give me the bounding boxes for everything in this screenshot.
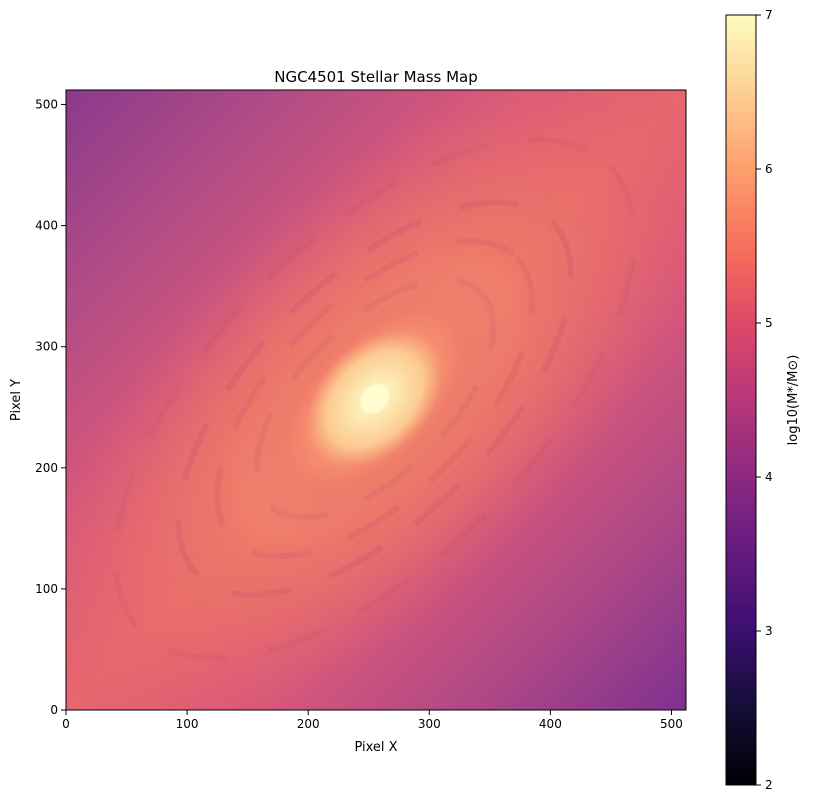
dust-lane [253,277,497,521]
y-tick-label: 400 [35,219,58,233]
x-tick-label: 400 [539,717,562,731]
x-tick-label: 300 [418,717,441,731]
x-tick-label: 100 [176,717,199,731]
x-axis-label: Pixel X [354,740,397,755]
dust-lane [214,238,536,560]
colorbar-tick-label: 7 [765,8,773,22]
x-tick-label: 500 [660,717,683,731]
y-tick-label: 300 [35,340,58,354]
colorbar [725,14,757,786]
y-axis-label: Pixel Y [9,379,24,421]
colorbar-tick-label: 4 [765,470,773,484]
colorbar-label: log10(M*/M⊙) [786,355,801,446]
y-tick-label: 500 [35,98,58,112]
colorbar-tick-label: 2 [765,778,773,792]
y-tick-label: 100 [35,582,58,596]
colorbar-tick-label: 6 [765,162,773,176]
galaxy-nucleus [360,384,390,414]
colorbar-tick-label: 5 [765,316,773,330]
y-tick-label: 0 [50,703,58,717]
y-tick-label: 200 [35,461,58,475]
x-tick-label: 0 [62,717,70,731]
x-tick-label: 200 [297,717,320,731]
colorbar-tick-label: 3 [765,624,773,638]
chart-title: NGC4501 Stellar Mass Map [274,68,478,86]
plot-frame [65,89,687,711]
